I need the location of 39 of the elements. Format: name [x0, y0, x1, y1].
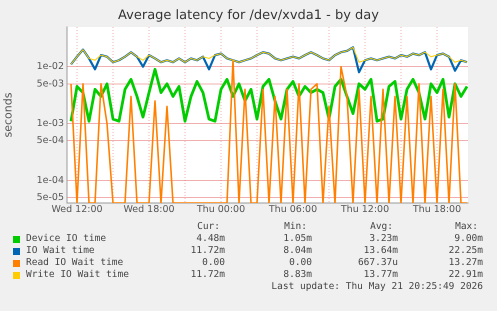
legend-label: Device IO time	[26, 233, 106, 244]
text: 0.00	[289, 257, 312, 268]
y-axis-title: seconds	[1, 92, 14, 138]
text: 667.37u	[358, 257, 398, 268]
text: 22.91m	[448, 269, 483, 280]
y-tick-label: 1e-04	[36, 174, 64, 186]
y-tick-label: 1e-02	[36, 61, 64, 72]
legend-label: Write IO Wait time	[26, 269, 129, 280]
legend-label: Read IO Wait time	[26, 257, 124, 268]
text: 13.27m	[448, 257, 483, 268]
text: 11.72m	[190, 269, 225, 280]
legend-label: IO Wait time	[26, 245, 95, 256]
text: Cur:	[197, 221, 220, 232]
x-tick-label: Thu 18:00	[412, 204, 462, 216]
x-tick-label: Wed 12:00	[51, 204, 103, 216]
text: 13.64m	[364, 245, 398, 256]
text: 1.05m	[283, 233, 312, 244]
text: 0.00	[202, 257, 225, 268]
text: 13.77m	[364, 269, 398, 280]
y-tick-label: 5e-05	[36, 192, 64, 203]
text: 8.83m	[283, 269, 312, 280]
text: 9.00m	[454, 233, 483, 244]
y-tick-label: 1e-03	[36, 118, 64, 130]
y-tick-label: 5e-04	[36, 135, 64, 146]
x-tick-label: Thu 12:00	[340, 204, 390, 216]
text: 11.72m	[190, 245, 225, 256]
text: Avg:	[370, 221, 393, 232]
x-tick-label: Thu 00:00	[196, 204, 246, 216]
y-tick-label: 5e-03	[36, 78, 64, 90]
text: Min:	[284, 221, 307, 232]
text: Max:	[455, 221, 478, 232]
x-tick-label: Thu 06:00	[268, 204, 318, 216]
text: 22.25m	[448, 245, 483, 256]
text: 8.04m	[283, 245, 312, 256]
text: 3.23m	[369, 233, 398, 244]
text: 4.48m	[196, 233, 225, 244]
chart-title: Average latency for /dev/xvda1 - by day	[117, 8, 380, 23]
text: Last update: Thu May 21 20:25:49 2026	[271, 281, 483, 292]
x-tick-label: Wed 18:00	[123, 204, 175, 216]
